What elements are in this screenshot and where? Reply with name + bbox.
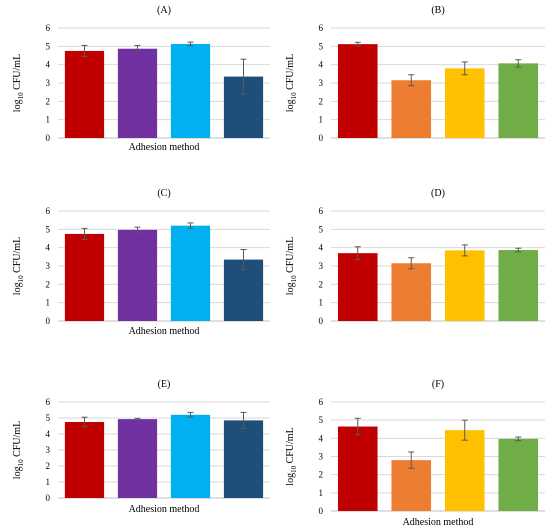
bar bbox=[223, 420, 264, 498]
bar bbox=[444, 250, 485, 321]
y-tick-label: 2 bbox=[319, 470, 324, 480]
y-tick-label: 3 bbox=[319, 261, 324, 271]
y-tick-label: 0 bbox=[46, 493, 51, 503]
panel-title: (A) bbox=[157, 5, 171, 16]
y-tick-label: 4 bbox=[319, 243, 324, 253]
bar bbox=[391, 80, 432, 138]
y-tick-label: 0 bbox=[46, 316, 51, 326]
y-tick-label: 5 bbox=[319, 224, 324, 234]
bar bbox=[498, 250, 539, 321]
y-axis-label: log10 CFU/mL bbox=[285, 237, 298, 295]
y-axis-label: log10 CFU/mL bbox=[12, 421, 25, 479]
bar bbox=[64, 422, 105, 498]
y-tick-label: 3 bbox=[46, 78, 51, 88]
y-tick-label: 4 bbox=[46, 243, 51, 253]
bar bbox=[170, 43, 211, 139]
bar bbox=[64, 50, 105, 138]
y-tick-label: 3 bbox=[46, 261, 51, 271]
y-tick-label: 5 bbox=[319, 415, 324, 425]
y-tick-label: 1 bbox=[46, 115, 51, 125]
y-tick-label: 1 bbox=[319, 115, 324, 125]
chart-panel-a: 0 1 2 3 4 5 6 (A) Adhesion method log10 CFU/mL bbox=[12, 5, 270, 153]
y-tick-label: 5 bbox=[319, 41, 324, 51]
bar bbox=[391, 263, 432, 321]
bar bbox=[498, 438, 539, 511]
y-tick-label: 6 bbox=[46, 23, 51, 33]
y-tick-label: 1 bbox=[319, 488, 324, 498]
panel-title: (D) bbox=[431, 188, 445, 199]
y-axis-label: log10 CFU/mL bbox=[12, 237, 25, 295]
bar bbox=[170, 414, 211, 498]
y-tick-label: 4 bbox=[46, 429, 51, 439]
chart-panel-c: 0 1 2 3 4 5 6 (C) Adhesion method log10 CFU/mL bbox=[12, 188, 270, 337]
panel-title: (C) bbox=[157, 188, 170, 199]
y-tick-label: 0 bbox=[319, 506, 324, 516]
chart-panel-f: 0 1 2 3 4 5 6 (F) Adhesion method log10 CFU/mL bbox=[285, 379, 545, 528]
y-tick-label: 0 bbox=[319, 133, 324, 143]
y-tick-label: 2 bbox=[319, 279, 324, 289]
panel-title: (F) bbox=[432, 379, 444, 390]
y-tick-label: 6 bbox=[46, 397, 51, 407]
bar bbox=[64, 233, 105, 321]
bar bbox=[498, 63, 539, 139]
bar bbox=[117, 229, 158, 321]
y-axis-label: log10 CFU/mL bbox=[285, 54, 298, 112]
chart-panel-d: 0 1 2 3 4 5 6 (D) log10 CFU/mL bbox=[285, 188, 545, 326]
x-axis-label: Adhesion method bbox=[129, 504, 200, 515]
y-tick-label: 6 bbox=[319, 23, 324, 33]
y-tick-label: 2 bbox=[46, 96, 51, 106]
y-tick-label: 5 bbox=[46, 413, 51, 423]
x-axis-label: Adhesion method bbox=[129, 326, 200, 337]
y-tick-label: 0 bbox=[46, 133, 51, 143]
bar bbox=[337, 44, 378, 139]
y-tick-label: 3 bbox=[319, 78, 324, 88]
y-axis-label: log10 CFU/mL bbox=[12, 54, 25, 112]
y-tick-label: 6 bbox=[319, 397, 324, 407]
y-tick-label: 4 bbox=[46, 60, 51, 70]
y-tick-label: 3 bbox=[319, 452, 324, 462]
panel-title: (E) bbox=[158, 379, 171, 390]
bar bbox=[170, 225, 211, 321]
bar bbox=[337, 426, 378, 511]
y-axis-label: log10 CFU/mL bbox=[285, 427, 298, 485]
bar bbox=[444, 68, 485, 138]
y-tick-label: 6 bbox=[319, 206, 324, 216]
y-tick-label: 2 bbox=[319, 96, 324, 106]
bar bbox=[117, 48, 158, 138]
y-tick-label: 6 bbox=[46, 206, 51, 216]
y-tick-label: 1 bbox=[46, 477, 51, 487]
y-tick-label: 1 bbox=[46, 298, 51, 308]
bar bbox=[117, 419, 158, 498]
y-tick-label: 5 bbox=[46, 224, 51, 234]
y-tick-label: 5 bbox=[46, 41, 51, 51]
y-tick-label: 4 bbox=[319, 60, 324, 70]
bar bbox=[337, 253, 378, 321]
y-tick-label: 1 bbox=[319, 298, 324, 308]
chart-panel-b: 0 1 2 3 4 5 6 (B) log10 CFU/mL bbox=[285, 5, 545, 143]
y-tick-label: 2 bbox=[46, 461, 51, 471]
y-tick-label: 0 bbox=[319, 316, 324, 326]
x-axis-label: Adhesion method bbox=[129, 142, 200, 153]
y-tick-label: 3 bbox=[46, 445, 51, 455]
y-tick-label: 4 bbox=[319, 433, 324, 443]
panel-title: (B) bbox=[431, 5, 444, 16]
y-tick-label: 2 bbox=[46, 279, 51, 289]
chart-panel-e: 0 1 2 3 4 5 6 (E) Adhesion method log10 CFU/mL bbox=[12, 379, 270, 515]
bar bbox=[444, 430, 485, 511]
x-axis-label: Adhesion method bbox=[403, 517, 474, 528]
